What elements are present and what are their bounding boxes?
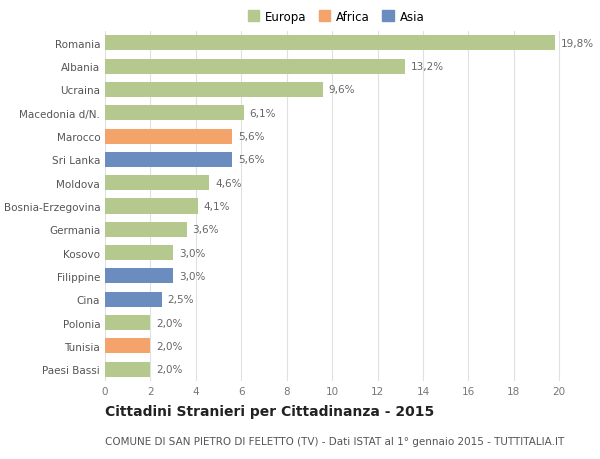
Text: 2,5%: 2,5% — [167, 295, 194, 305]
Text: 4,6%: 4,6% — [215, 178, 242, 188]
Bar — [105, 315, 151, 330]
Text: 5,6%: 5,6% — [238, 132, 265, 142]
Text: Cittadini Stranieri per Cittadinanza - 2015: Cittadini Stranieri per Cittadinanza - 2… — [105, 404, 434, 418]
Text: 19,8%: 19,8% — [560, 39, 593, 49]
Text: 5,6%: 5,6% — [238, 155, 265, 165]
Text: 13,2%: 13,2% — [410, 62, 443, 72]
Text: 6,1%: 6,1% — [249, 108, 276, 118]
Text: 2,0%: 2,0% — [156, 341, 182, 351]
Text: 3,0%: 3,0% — [179, 271, 205, 281]
Bar — [105, 106, 244, 121]
Bar — [105, 222, 187, 237]
Bar — [105, 83, 323, 98]
Text: 9,6%: 9,6% — [329, 85, 355, 95]
Text: 3,0%: 3,0% — [179, 248, 205, 258]
Bar — [105, 129, 232, 144]
Text: 2,0%: 2,0% — [156, 364, 182, 375]
Bar — [105, 60, 405, 74]
Text: 4,1%: 4,1% — [204, 202, 230, 212]
Bar — [105, 269, 173, 284]
Text: COMUNE DI SAN PIETRO DI FELETTO (TV) - Dati ISTAT al 1° gennaio 2015 - TUTTITALI: COMUNE DI SAN PIETRO DI FELETTO (TV) - D… — [105, 436, 564, 446]
Bar — [105, 246, 173, 261]
Bar — [105, 36, 555, 51]
Bar — [105, 362, 151, 377]
Bar — [105, 176, 209, 191]
Bar — [105, 339, 151, 353]
Bar — [105, 199, 198, 214]
Legend: Europa, Africa, Asia: Europa, Africa, Asia — [245, 8, 427, 26]
Bar — [105, 292, 162, 307]
Text: 3,6%: 3,6% — [193, 225, 219, 235]
Bar — [105, 152, 232, 168]
Text: 2,0%: 2,0% — [156, 318, 182, 328]
